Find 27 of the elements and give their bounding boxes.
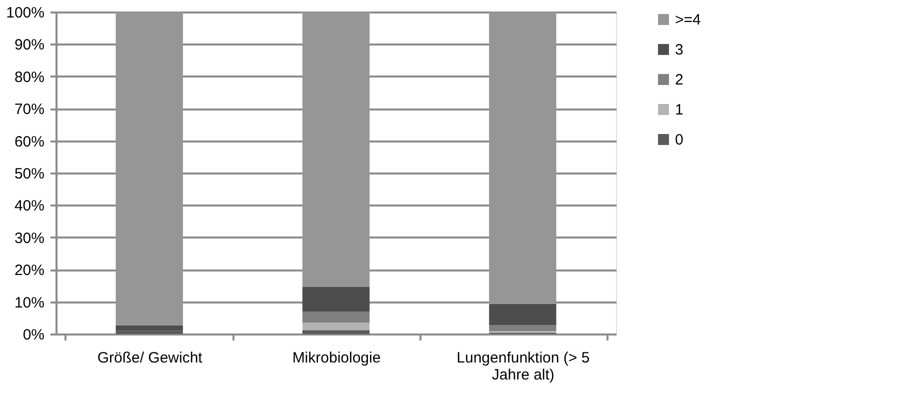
y-tick-label: 40% [14,198,44,215]
legend-label: 1 [675,102,684,118]
bar [489,304,556,326]
y-tick-label: 50% [14,166,44,182]
bar [302,322,370,330]
x-tick-label: Mikrobiologie [292,350,381,366]
bar [116,325,183,331]
y-tick-label: 0% [22,326,44,344]
y-tick-label: 90% [14,36,44,54]
y-tick-label: 100% [6,4,44,22]
y-tick-label: 70% [14,101,44,118]
y-tick-label: 60% [14,133,44,150]
y-tick-label: 10% [14,294,44,312]
x-tick-label: Größe/ Gewicht [97,350,204,366]
bar [302,286,370,312]
legend-label: >=4 [675,12,701,28]
legend-label: 3 [675,42,684,58]
legend-label: 2 [675,72,684,88]
legend-label: 0 [675,132,684,148]
bar [489,325,556,332]
bar [302,311,370,323]
bar [116,330,183,334]
y-tick-label: 80% [14,68,44,86]
x-tick-label: Lungenfunktion (> 5 Jahre alt) [456,350,590,384]
bar [302,330,370,334]
y-tick-label: 30% [14,230,44,247]
y-tick-label: 20% [14,262,44,280]
